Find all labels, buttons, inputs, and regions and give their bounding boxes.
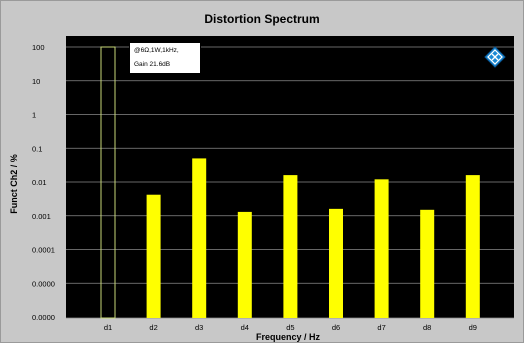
- y-tick-label: 1: [32, 111, 36, 120]
- bar-d5: [283, 175, 298, 318]
- x-tick-label: d4: [241, 323, 249, 332]
- x-tick-label: d5: [286, 323, 294, 332]
- y-tick-label: 0.001: [32, 212, 51, 221]
- y-tick-label: 0.0000: [32, 313, 55, 322]
- bar-d9: [465, 175, 480, 318]
- measurement-annotation: @6Ω,1W,1kHz, Gain 21.6dB: [129, 42, 201, 74]
- y-tick-label: 0.0000: [32, 279, 55, 288]
- bar-d3: [192, 158, 207, 318]
- y-tick-label: 0.01: [32, 178, 47, 187]
- y-tick-label: 100: [32, 43, 45, 52]
- bar-d2: [146, 194, 161, 318]
- brand-logo-icon: [484, 46, 506, 68]
- annotation-line-1: @6Ω,1W,1kHz,: [134, 47, 179, 54]
- annotation-line-2: Gain 21.6dB: [134, 61, 171, 68]
- x-tick-label: d6: [332, 323, 340, 332]
- bar-d7: [374, 179, 389, 318]
- bar-d6: [329, 208, 343, 318]
- chart-title: Distortion Spectrum: [204, 12, 320, 26]
- x-tick-label: d9: [469, 323, 477, 332]
- x-tick-label: d8: [423, 323, 431, 332]
- bar-d8: [420, 209, 435, 318]
- x-tick-label: d2: [149, 323, 157, 332]
- y-tick-label: 0.1: [32, 144, 42, 153]
- y-tick-label: 10: [32, 77, 40, 86]
- bar-d1: [100, 46, 116, 319]
- bar-d4: [237, 211, 252, 318]
- y-tick-label: 0.0001: [32, 246, 55, 255]
- x-tick-label: d1: [104, 323, 112, 332]
- x-tick-label: d3: [195, 323, 203, 332]
- x-axis-label: Frequency / Hz: [255, 332, 321, 342]
- x-tick-label: d7: [377, 323, 385, 332]
